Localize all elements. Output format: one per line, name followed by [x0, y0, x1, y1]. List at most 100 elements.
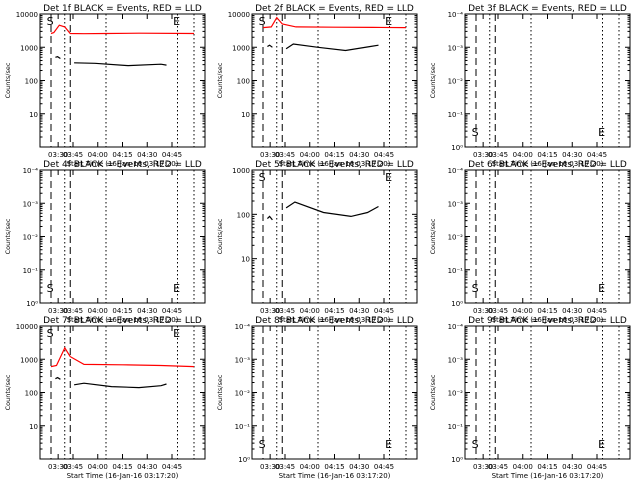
x-tick-label: 04:30 [137, 151, 157, 159]
y-tick-label: 1000 [20, 44, 38, 52]
start-marker: S [472, 438, 479, 451]
y-axis-label: Counts/sec [429, 218, 437, 254]
x-tick-label: 03:45 [63, 307, 83, 315]
x-tick-label: 04:15 [324, 151, 344, 159]
end-marker: E [385, 171, 392, 184]
panel-title: Det 8f BLACK = Events, RED = LLD [255, 316, 414, 326]
x-tick-label: 04:15 [112, 307, 132, 315]
x-axis-label: Start Time (16-Jan-16 03:17:20) [492, 472, 604, 480]
end-marker: E [598, 126, 605, 139]
x-tick-label: 03:30 [473, 307, 493, 315]
panel-1: Det 1f BLACK = Events, RED = LLD 10 100 100… [4, 4, 206, 168]
y-tick-label: 10⁰ [26, 300, 38, 308]
y-tick-label: 10⁻³ [23, 200, 39, 208]
series-line-events [285, 201, 379, 218]
x-tick-label: 04:45 [587, 463, 607, 471]
panel-title: Det 5f BLACK = Events, RED = LLD [255, 160, 414, 170]
x-tick-label: 04:30 [349, 151, 369, 159]
panel-title: Det 7f BLACK = Events, RED = LLD [43, 316, 202, 326]
x-tick-label: 04:00 [88, 151, 108, 159]
series-line-events [267, 44, 273, 48]
x-tick-label: 03:30 [260, 307, 280, 315]
x-tick-label: 03:45 [488, 307, 508, 315]
end-marker: E [385, 438, 392, 451]
series-line-lld [262, 16, 407, 29]
y-tick-label: 10⁻¹ [448, 267, 464, 275]
end-marker: E [173, 282, 180, 295]
x-tick-label: 04:15 [324, 463, 344, 471]
y-tick-label: 10⁻¹ [235, 423, 251, 431]
panel-title: Det 3f BLACK = Events, RED = LLD [468, 4, 627, 14]
y-tick-label: 10⁻³ [448, 44, 464, 52]
y-tick-label: 10⁻⁴ [448, 11, 464, 19]
series-line-events [285, 43, 379, 52]
y-tick-label: 10⁰ [238, 456, 250, 464]
x-tick-label: 04:00 [88, 307, 108, 315]
y-tick-label: 100 [25, 390, 38, 398]
x-axis-label: Start Time (16-Jan-16 03:17:20) [67, 472, 179, 480]
panel-8: Det 8f BLACK = Events, RED = LLD 10⁰ 10⁻¹ 1… [216, 316, 418, 480]
y-tick-label: 100 [237, 78, 250, 86]
y-tick-label: 10⁻² [448, 78, 464, 86]
y-tick-label: 10⁻⁴ [23, 167, 39, 175]
end-marker: E [598, 282, 605, 295]
x-tick-label: 03:45 [275, 463, 295, 471]
series-line-events [74, 382, 167, 389]
x-tick-label: 04:15 [537, 463, 557, 471]
panel-title: Det 2f BLACK = Events, RED = LLD [255, 4, 414, 14]
x-axis-label: Start Time (16-Jan-16 03:17:20) [67, 160, 179, 168]
x-tick-label: 03:45 [488, 463, 508, 471]
series-line-events [55, 56, 61, 60]
panel-6: Det 6f BLACK = Events, RED = LLD 10⁰ 10⁻¹ 1… [429, 160, 631, 324]
x-tick-label: 03:45 [63, 151, 83, 159]
x-axis-label: Start Time (16-Jan-16 03:17:20) [279, 472, 391, 480]
y-tick-label: 10⁻² [23, 234, 39, 242]
x-tick-label: 04:30 [562, 151, 582, 159]
end-marker: E [598, 438, 605, 451]
x-axis-label: Start Time (16-Jan-16 03:17:20) [492, 316, 604, 324]
y-tick-label: 10⁻² [448, 390, 464, 398]
panel-title: Det 6f BLACK = Events, RED = LLD [468, 160, 627, 170]
x-tick-label: 04:45 [587, 151, 607, 159]
x-tick-label: 03:30 [48, 151, 68, 159]
y-tick-label: 1000 [232, 44, 250, 52]
x-tick-label: 04:15 [112, 151, 132, 159]
x-tick-label: 03:30 [473, 463, 493, 471]
start-marker: S [259, 438, 266, 451]
x-tick-label: 03:30 [260, 463, 280, 471]
series-line-events [74, 62, 167, 67]
x-tick-label: 04:45 [162, 307, 182, 315]
start-marker: S [47, 282, 54, 295]
panel-title: Det 9f BLACK = Events, RED = LLD [468, 316, 627, 326]
y-axis-label: Counts/sec [4, 62, 12, 98]
x-tick-label: 04:00 [513, 307, 533, 315]
start-marker: S [47, 15, 54, 28]
x-tick-label: 04:15 [324, 307, 344, 315]
x-tick-label: 04:30 [349, 463, 369, 471]
y-tick-label: 10⁻¹ [23, 267, 39, 275]
y-axis-label: Counts/sec [429, 374, 437, 410]
panel-3: Det 3f BLACK = Events, RED = LLD 10⁰ 10⁻¹ 1… [429, 4, 631, 168]
y-axis-label: Counts/sec [4, 218, 12, 254]
x-tick-label: 04:00 [300, 463, 320, 471]
x-tick-label: 04:00 [513, 463, 533, 471]
y-tick-label: 10⁻⁴ [448, 323, 464, 331]
x-tick-label: 04:30 [349, 307, 369, 315]
series-line-events [55, 376, 61, 380]
x-tick-label: 04:30 [137, 463, 157, 471]
y-tick-label: 10⁻³ [235, 356, 251, 364]
y-tick-label: 10⁰ [451, 456, 463, 464]
start-marker: S [47, 327, 54, 340]
x-tick-label: 04:45 [374, 151, 394, 159]
start-marker: S [259, 15, 266, 28]
x-tick-label: 04:45 [374, 307, 394, 315]
y-tick-label: 10 [29, 423, 38, 431]
x-tick-label: 04:15 [537, 151, 557, 159]
x-tick-label: 03:45 [63, 463, 83, 471]
x-tick-label: 04:00 [88, 463, 108, 471]
x-axis-label: Start Time (16-Jan-16 03:17:20) [279, 316, 391, 324]
y-tick-label: 10000 [16, 323, 38, 331]
x-tick-label: 04:00 [300, 307, 320, 315]
panel-7: Det 7f BLACK = Events, RED = LLD 10 100 100… [4, 316, 206, 480]
